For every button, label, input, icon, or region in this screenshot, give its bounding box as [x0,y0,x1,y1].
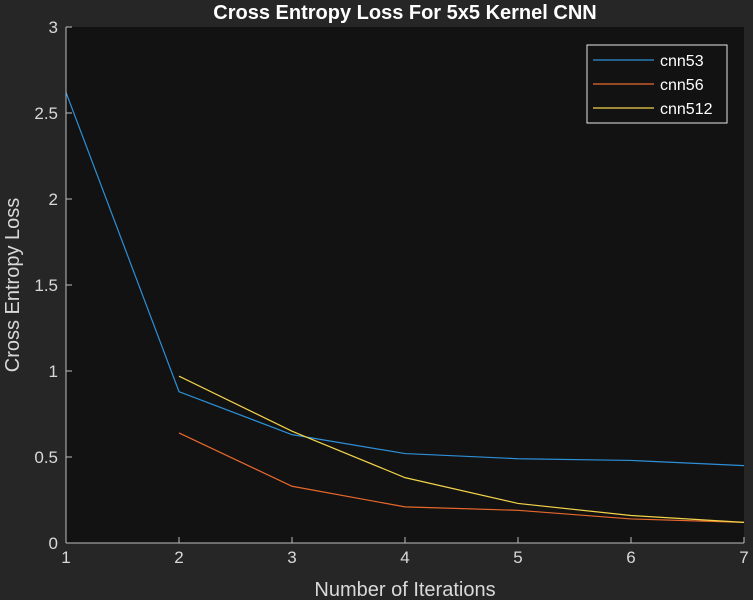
x-tick-label: 1 [61,548,70,567]
x-axis-label: Number of Iterations [314,579,495,600]
x-tick-label: 5 [513,548,522,567]
series-line-cnn56 [178,432,745,523]
y-tick-label: 0 [49,534,58,553]
y-tick-label: 0.5 [34,448,58,467]
y-tick-label: 2.5 [34,104,58,123]
series-layer [65,92,745,523]
y-tick-label: 1.5 [34,276,58,295]
legend-label-cnn53: cnn53 [660,53,704,70]
x-tick-label: 4 [400,548,409,567]
legend-label-cnn512: cnn512 [660,101,713,118]
legend-box [586,44,728,124]
x-tick-label: 3 [287,548,296,567]
legend-label-cnn56: cnn56 [660,77,704,94]
series-line-cnn512 [178,375,745,523]
series-line-cnn53 [65,92,745,467]
x-tick-label: 6 [626,548,635,567]
y-tick-label: 1 [49,362,58,381]
chart-title: Cross Entropy Loss For 5x5 Kernel CNN [213,2,596,24]
x-tick-label: 2 [174,548,183,567]
y-axis-label: Cross Entropy Loss [2,198,24,373]
x-tick-label: 7 [739,548,748,567]
y-tick-label: 2 [49,190,58,209]
legend: cnn53 cnn56 cnn512 [586,44,728,124]
axes-layer: 1 2 3 4 5 6 7 0 0.5 1 1.5 2 2.5 3 [34,18,748,567]
y-tick-label: 3 [49,18,58,37]
